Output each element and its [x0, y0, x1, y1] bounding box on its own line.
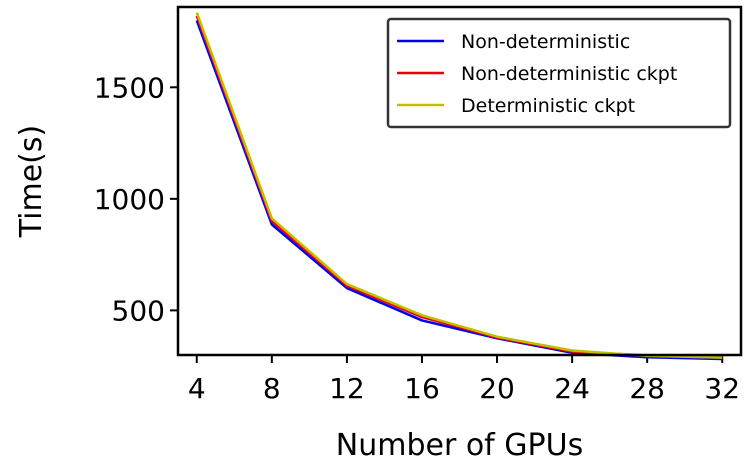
legend-label: Deterministic ckpt: [461, 95, 635, 117]
x-tick-label: 12: [329, 372, 365, 405]
series-line-1: [195, 19, 723, 361]
legend-label: Non-deterministic: [461, 31, 630, 53]
legend-label: Non-deterministic ckpt: [461, 63, 677, 85]
y-axis-title: Time(s): [14, 125, 49, 238]
x-tick-label: 28: [629, 372, 665, 405]
x-axis-title: Number of GPUs: [336, 428, 583, 463]
legend: Non-deterministic Non-deterministic ckpt D…: [386, 17, 732, 129]
x-axis-ticks: 4 8 12 16 20 24 28 32: [188, 355, 740, 405]
x-tick-label: 4: [188, 372, 206, 405]
y-tick-label: 1500: [94, 71, 165, 104]
y-tick-label: 1000: [94, 183, 165, 216]
plot-area-frame: [176, 5, 743, 357]
legend-box: [386, 17, 732, 129]
x-tick-label: 20: [479, 372, 515, 405]
x-tick-label: 32: [704, 372, 740, 405]
y-tick-label: 500: [112, 294, 165, 327]
x-tick-label: 8: [263, 372, 281, 405]
y-axis-ticks: 500 1000 1500: [94, 71, 178, 327]
x-tick-label: 24: [554, 372, 590, 405]
x-tick-label: 16: [404, 372, 440, 405]
